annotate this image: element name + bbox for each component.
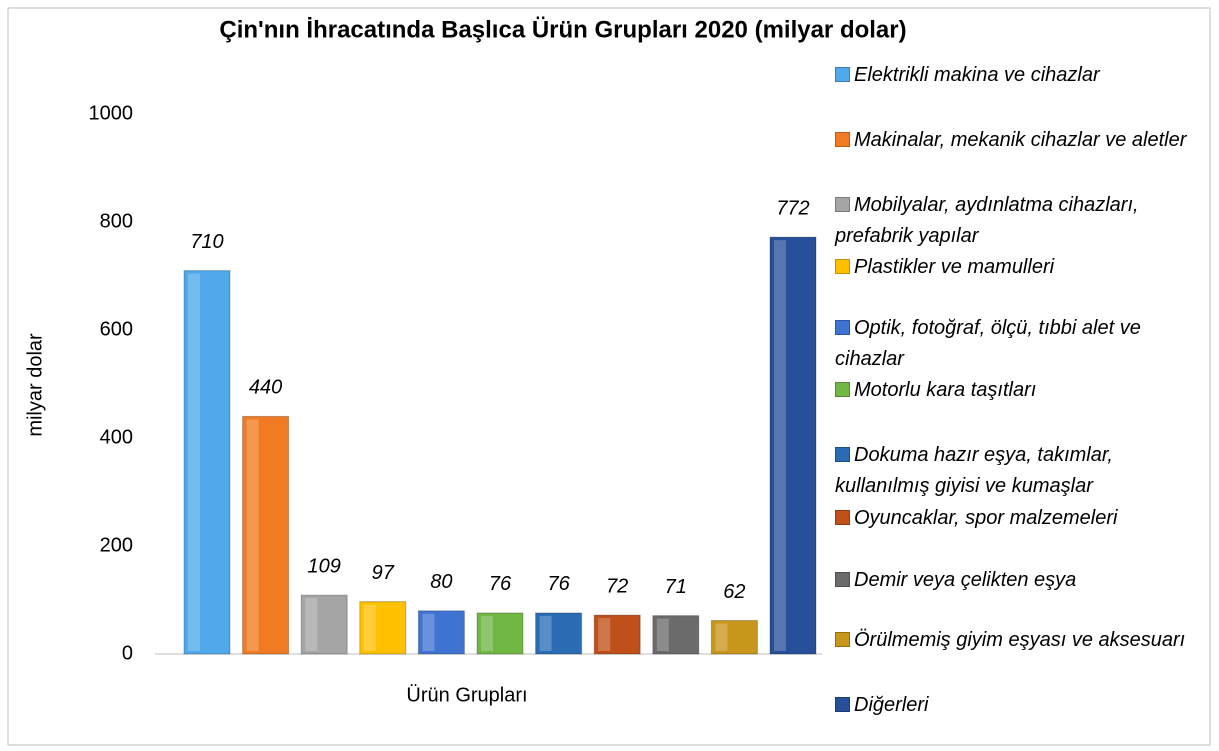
legend-label: Diğerleri: [854, 694, 929, 716]
legend-item: Plastikler ve mamulleri: [835, 252, 1210, 283]
data-label: 72: [606, 575, 628, 597]
chart-title: Çin'nın İhracatında Başlıca Ürün Gruplar…: [219, 16, 906, 43]
y-tick-label: 200: [100, 534, 133, 556]
y-tick-label: 600: [100, 318, 133, 340]
legend-label: Dokuma hazır eşya, takımlar, kullanılmış…: [835, 444, 1113, 497]
legend-swatch: [835, 132, 850, 147]
legend-label: Makinalar, mekanik cihazlar ve aletler: [854, 129, 1187, 151]
data-label: 71: [665, 576, 687, 598]
legend-label: Örülmemiş giyim eşyası ve aksesuarı: [854, 629, 1186, 651]
legend-swatch: [835, 259, 850, 274]
legend-label: Elektrikli makina ve cihazlar: [854, 64, 1100, 86]
y-tick-label: 1000: [89, 102, 134, 124]
bar: [769, 236, 817, 655]
legend-item: Diğerleri: [835, 690, 1210, 721]
bar-highlight: [363, 604, 376, 651]
bar: [242, 415, 290, 655]
bar-highlight: [422, 613, 435, 651]
y-tick-label: 0: [122, 642, 133, 664]
legend-label: Plastikler ve mamulleri: [854, 256, 1055, 278]
legend-item: Motorlu kara taşıtları: [835, 375, 1210, 406]
bar-highlight: [656, 618, 669, 651]
bar: [300, 594, 348, 655]
legend-label: Motorlu kara taşıtları: [854, 379, 1037, 401]
bar: [593, 614, 641, 655]
legend-swatch: [835, 197, 850, 212]
x-tick-label: Ürün Grupları: [406, 684, 527, 706]
data-label: 76: [547, 573, 570, 595]
legend-swatch: [835, 447, 850, 462]
bar-highlight: [774, 240, 786, 651]
bar-highlight: [305, 598, 318, 651]
bar-highlight: [188, 273, 200, 651]
bar-highlight: [481, 615, 493, 651]
data-label: 772: [776, 197, 809, 219]
y-tick-label: 400: [100, 426, 133, 448]
data-label: 80: [430, 571, 452, 593]
data-label: 76: [489, 573, 512, 595]
bar-highlight: [246, 419, 259, 651]
legend-item: Demir veya çelikten eşya: [835, 565, 1210, 596]
legend-swatch: [835, 67, 850, 82]
bar: [476, 612, 524, 655]
bar: [535, 612, 583, 655]
legend-swatch: [835, 320, 850, 335]
bar-highlight: [598, 618, 611, 651]
y-tick-label: 800: [100, 210, 133, 232]
legend-item: Oyuncaklar, spor malzemeleri: [835, 503, 1210, 534]
bar-highlight: [715, 623, 728, 651]
legend-item: Optik, fotoğraf, ölçü, tıbbi alet ve cih…: [835, 313, 1210, 375]
legend-swatch: [835, 382, 850, 397]
bar: [710, 620, 758, 655]
legend-swatch: [835, 697, 850, 712]
legend-item: Mobilyalar, aydınlatma cihazları, prefab…: [835, 190, 1210, 252]
data-label: 97: [372, 562, 395, 584]
data-label: 440: [249, 377, 282, 399]
data-label: 710: [190, 231, 223, 253]
legend-label: Oyuncaklar, spor malzemeleri: [854, 507, 1118, 529]
legend-label: Demir veya çelikten eşya: [854, 569, 1077, 591]
legend-swatch: [835, 632, 850, 647]
legend-swatch: [835, 510, 850, 525]
chart-border: [7, 7, 1211, 746]
legend-item: Dokuma hazır eşya, takımlar, kullanılmış…: [835, 440, 1210, 502]
bar: [417, 610, 465, 655]
legend-item: Elektrikli makina ve cihazlar: [835, 60, 1210, 91]
data-label: 62: [723, 581, 745, 603]
legend-item: Örülmemiş giyim eşyası ve aksesuarı: [835, 625, 1210, 656]
bar: [652, 615, 700, 655]
legend-label: Mobilyalar, aydınlatma cihazları, prefab…: [835, 194, 1139, 247]
y-axis-title: milyar dolar: [24, 333, 46, 437]
legend-item: Makinalar, mekanik cihazlar ve aletler: [835, 125, 1210, 156]
legend-label: Optik, fotoğraf, ölçü, tıbbi alet ve cih…: [835, 317, 1141, 370]
bar: [183, 270, 231, 655]
bar: [359, 601, 407, 655]
legend-swatch: [835, 572, 850, 587]
data-label: 109: [308, 555, 341, 577]
bar-highlight: [539, 615, 552, 651]
